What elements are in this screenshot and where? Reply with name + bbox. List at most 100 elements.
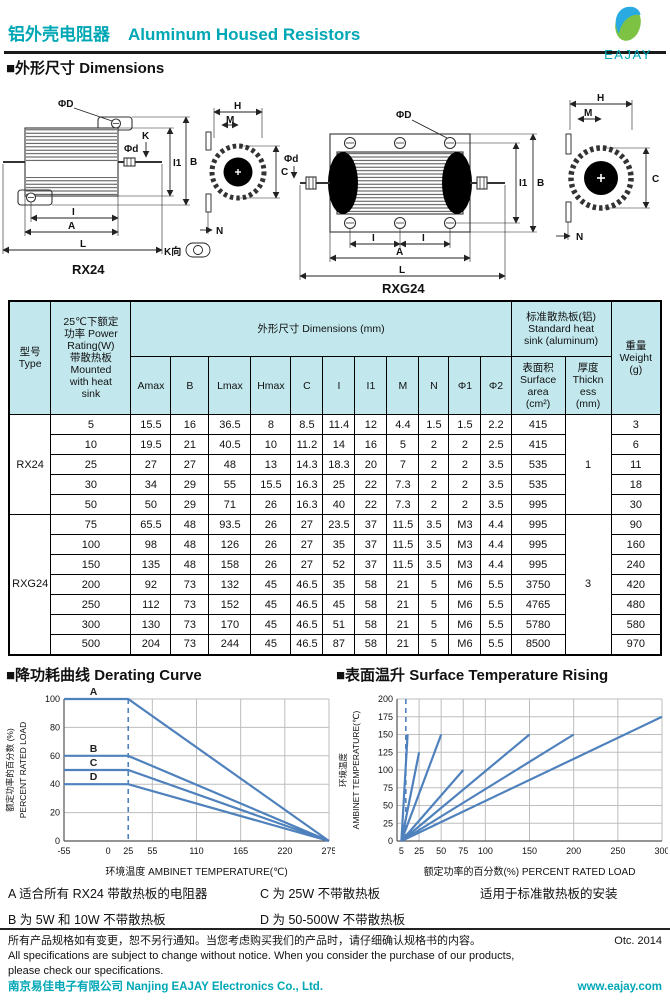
col-header-dimensions: 外形尺寸 Dimensions (mm) [130,300,512,358]
svg-text:75: 75 [383,783,393,793]
dim-cell: 40 [322,494,356,516]
dim-cell: 26 [250,554,292,576]
power-cell: 500 [50,634,132,656]
dim-label-H: H [234,101,241,112]
dim-cell: 58 [354,614,388,636]
dim-cell: 29 [170,494,210,516]
col-header-dim: M [386,356,420,416]
note-a: A 适合所有 RX24 带散热板的电阻器 [8,886,208,901]
col-header-dim: C [290,356,324,416]
dim-cell: 35 [322,534,356,556]
dim-cell: 2 [448,454,482,476]
dim-cell: 58 [354,594,388,616]
svg-text:C: C [90,757,98,769]
power-cell: 300 [50,614,132,636]
notice-zh: 所有产品规格如有变更，恕不另行通知。当您考虑购买我们的产品时，请仔细确认规格书的… [8,934,481,947]
dim-cell: 26 [250,514,292,536]
dim-label-K: K [142,131,150,142]
power-cell: 50 [50,494,132,516]
svg-text:D: D [90,771,98,783]
dim-cell: 48 [170,534,210,556]
dim-cell: 995 [510,534,566,556]
dim-cell: 29 [170,474,210,496]
table-row: 25 27 27 48 13 14.3 18.3 20 7 2 2 3.5 535 11 [9,454,662,476]
dim-cell: 50 [130,494,172,516]
dim-label-L: L [80,239,86,250]
dim-cell: 46.5 [290,614,324,636]
dim-label-C-rxg: C [652,174,659,185]
dim-cell: 8500 [510,634,566,656]
svg-text:275: 275 [321,846,335,856]
dim-cell: 37 [354,514,388,536]
dim-cell: 112 [130,594,172,616]
dim-cell: 27 [290,534,324,556]
dim-cell: 23.5 [322,514,356,536]
svg-text:额定功率的百分数 (%): 额定功率的百分数 (%) [5,728,15,812]
dim-cell: 7.3 [386,474,420,496]
dim-cell: 16.3 [290,494,324,516]
dim-cell: 11.4 [322,414,356,436]
dim-cell: 12 [354,414,388,436]
dim-label-N: N [216,226,223,237]
dim-label-A-rxg: A [396,247,403,258]
surface-temperature-chart: 5 25 50 75 100 150 200 250 300 0 25 50 75 100 125 150 17… [335,687,670,879]
dim-cell: 15.5 [250,474,292,496]
svg-text:60: 60 [50,751,60,761]
dim-cell: 93.5 [208,514,252,536]
dim-cell: 27 [170,454,210,476]
svg-text:25: 25 [123,846,133,856]
col-header-dim: Φ2 [480,356,512,416]
dim-label-I1: I1 [173,158,182,169]
col-header-thickness: 厚度 Thickn ess (mm) [564,356,612,416]
rx24-label: RX24 [72,262,105,277]
col-header-dim: N [418,356,450,416]
dim-cell: 25 [322,474,356,496]
dim-cell: 21 [170,434,210,456]
dim-cell: 244 [208,634,252,656]
type-cell: RXG24 [8,514,52,656]
dim-cell: 16 [354,434,388,456]
table-row: 50 50 29 71 26 16.3 40 22 7.3 2 2 3.5 995 30 [9,494,662,516]
surface-heading: ■表面温升 Surface Temperature Rising [336,666,609,684]
dim-cell: 34 [130,474,172,496]
dim-label-I-rxg2: I [422,233,425,244]
charts-row: A B C D -55 0 25 55 110 165 220 275 0 20 40 60 80 100 环境温度… [2,686,670,879]
dim-label-C: C [281,167,288,178]
website-link[interactable]: www.eajay.com [577,981,662,994]
dim-cell: 5 [418,574,450,596]
dim-cell: 73 [170,634,210,656]
dim-cell: 45 [250,574,292,596]
dim-cell: 14 [322,434,356,456]
svg-text:0: 0 [106,846,111,856]
dim-cell: 5 [418,634,450,656]
rxg24-dimensions [290,119,537,280]
weight-cell: 420 [610,574,662,596]
dim-cell: 45 [322,594,356,616]
dim-cell: 3.5 [418,514,450,536]
svg-text:250: 250 [610,846,625,856]
power-cell: 25 [50,454,132,476]
dim-label-B-rxg: B [537,178,544,189]
dim-cell: 45 [250,614,292,636]
col-header-dim: I [322,356,356,416]
dim-cell: 21 [386,594,420,616]
dim-cell: 45 [250,634,292,656]
table-row: 10 19.5 21 40.5 10 11.2 14 16 5 2 2 2.5 415 6 [9,434,662,456]
dim-cell: 16.3 [290,474,324,496]
dim-label-I: I [72,207,75,218]
thickness-cell: 3 [564,514,612,656]
col-header-surface: 表面积 Surface area (cm²) [510,356,566,416]
weight-cell: 90 [610,514,662,536]
page-title-zh: 铝外壳电阻器 [8,24,110,44]
weight-cell: 970 [610,634,662,656]
dim-cell: 21 [386,634,420,656]
svg-text:B: B [90,743,98,755]
svg-text:25: 25 [414,846,424,856]
power-cell: 150 [50,554,132,576]
col-header-dim: Φ1 [448,356,482,416]
svg-text:175: 175 [378,712,393,722]
eajay-logo-icon [606,6,650,48]
dim-label-phid-rxg: Φd [284,154,298,165]
svg-text:环境温度: 环境温度 [338,752,348,787]
